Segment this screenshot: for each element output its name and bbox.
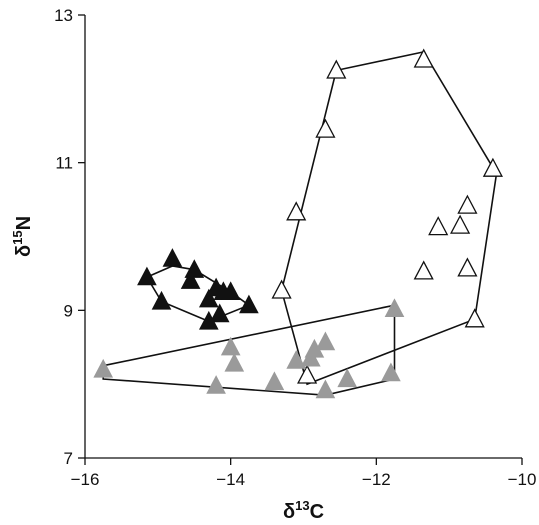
data-point-series-2 xyxy=(457,194,478,214)
data-point-series-1 xyxy=(220,281,241,300)
data-point-series-1 xyxy=(209,303,230,323)
data-point-series-3 xyxy=(384,298,405,317)
data-point-series-1 xyxy=(239,294,259,314)
data-point-series-2 xyxy=(326,59,347,79)
x-axis-title-element: C xyxy=(310,501,324,523)
y-axis-title-superscript: 15 xyxy=(10,230,25,244)
data-point-series-1 xyxy=(162,248,183,267)
data-point-series-3 xyxy=(264,371,285,391)
data-point-series-1 xyxy=(137,266,157,286)
y-tick-label: 7 xyxy=(64,449,73,468)
y-tick-label: 11 xyxy=(55,154,73,173)
hull-series-2 xyxy=(280,50,498,386)
y-tick-label: 13 xyxy=(54,6,73,25)
x-tick-label: −12 xyxy=(362,470,391,489)
data-points xyxy=(93,48,503,399)
data-point-series-2 xyxy=(457,257,478,277)
axes: −16 −14 −12 −10 7 9 11 13 xyxy=(54,6,536,489)
data-point-series-3 xyxy=(224,352,245,372)
x-tick-label: −14 xyxy=(216,470,245,489)
data-point-series-3 xyxy=(315,379,336,399)
data-point-series-3 xyxy=(337,368,358,388)
x-tick-label: −16 xyxy=(71,470,100,489)
x-ticks: −16 −14 −12 −10 xyxy=(71,458,537,489)
data-point-series-3 xyxy=(286,350,307,369)
data-point-series-2 xyxy=(297,364,318,384)
data-point-series-3 xyxy=(93,358,114,378)
data-point-series-2 xyxy=(315,118,336,138)
data-point-series-3 xyxy=(315,331,336,351)
y-axis-title-element: N xyxy=(13,216,35,230)
y-tick-label: 9 xyxy=(64,301,73,320)
y-axis-title: δ15N xyxy=(10,216,35,257)
x-axis-title-superscript: 13 xyxy=(295,498,309,513)
data-point-series-3 xyxy=(381,362,401,382)
data-point-series-1 xyxy=(198,288,219,308)
data-point-series-2 xyxy=(413,48,434,68)
data-point-series-3 xyxy=(206,375,226,394)
data-point-series-2 xyxy=(428,216,449,236)
y-axis-title-symbol: δ xyxy=(13,245,35,257)
data-point-series-1 xyxy=(180,270,201,289)
data-point-series-2 xyxy=(271,279,292,299)
data-point-series-2 xyxy=(482,157,503,177)
data-point-series-2 xyxy=(450,214,471,234)
data-point-series-3 xyxy=(220,336,241,356)
data-point-series-2 xyxy=(464,308,485,328)
x-axis-title-symbol: δ xyxy=(283,501,295,523)
x-axis-title: δ13C xyxy=(283,498,324,523)
data-point-series-1 xyxy=(198,310,219,330)
data-point-series-2 xyxy=(286,201,307,221)
data-point-series-1 xyxy=(151,290,172,310)
y-ticks: 7 9 11 13 xyxy=(54,6,85,468)
data-point-series-2 xyxy=(413,260,434,280)
x-tick-label: −10 xyxy=(508,470,537,489)
